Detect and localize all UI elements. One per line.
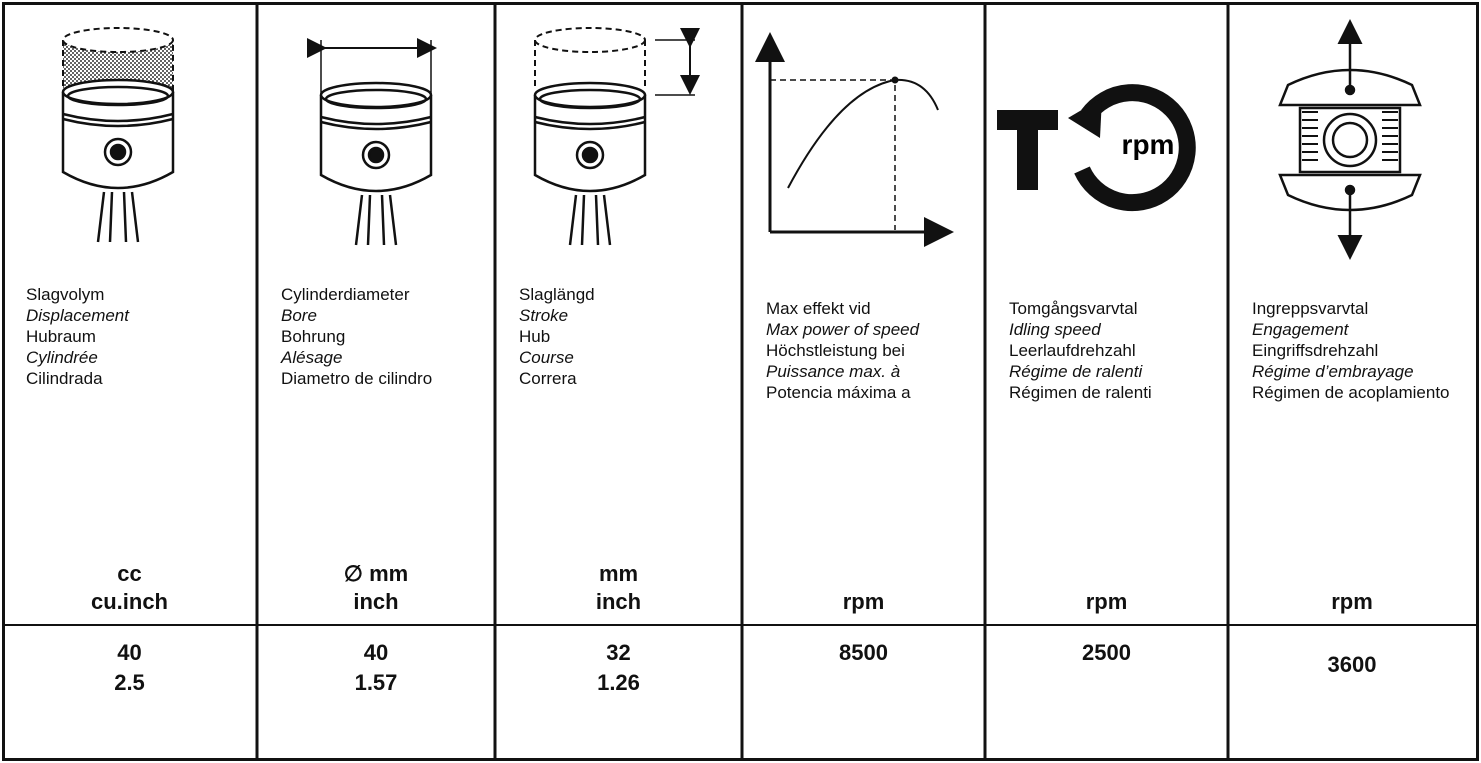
column-units: rpm: [985, 540, 1228, 616]
icon-stroke: [535, 28, 695, 245]
value-text: 1.57: [257, 668, 495, 698]
spec-table: rpm SlagvolymDisplacementHubraumCylindré…: [0, 0, 1481, 763]
label-line: Régimen de acoplamiento: [1252, 382, 1460, 403]
value-text: 2.5: [2, 668, 257, 698]
label-line: Slagvolym: [26, 284, 241, 305]
icon-bore: [321, 40, 433, 245]
icon-displacement: [63, 28, 173, 242]
label-line: Max effekt vid: [766, 298, 969, 319]
label-line: Cylinderdiameter: [281, 284, 479, 305]
label-line: Leerlaufdrehzahl: [1009, 340, 1212, 361]
unit-text: cc: [2, 560, 257, 588]
label-line: Alésage: [281, 347, 479, 368]
unit-text: inch: [495, 588, 742, 616]
value-text: 8500: [742, 638, 985, 668]
label-line: Idling speed: [1009, 319, 1212, 340]
label-line: Potencia máxima a: [766, 382, 969, 403]
value-text: 2500: [985, 638, 1228, 668]
unit-text: inch: [257, 588, 495, 616]
icon-power-curve: [770, 38, 948, 232]
unit-text: cu.inch: [2, 588, 257, 616]
column-values: 2500: [985, 638, 1228, 668]
label-line: Correra: [519, 368, 726, 389]
icon-text: rpm: [1122, 129, 1175, 160]
label-line: Hub: [519, 326, 726, 347]
label-line: Régime de ralenti: [1009, 361, 1212, 382]
label-line: Tomgångsvarvtal: [1009, 298, 1212, 319]
value-text: 32: [495, 638, 742, 668]
label-line: Stroke: [519, 305, 726, 326]
label-line: Ingreppsvarvtal: [1252, 298, 1460, 319]
label-line: Bohrung: [281, 326, 479, 347]
unit-text: rpm: [985, 588, 1228, 616]
label-line: Puissance max. à: [766, 361, 969, 382]
label-line: Slaglängd: [519, 284, 726, 305]
icon-idle: rpm: [997, 93, 1187, 203]
column-units: rpm: [1228, 540, 1476, 616]
value-text: 40: [2, 638, 257, 668]
label-line: Régimen de ralenti: [1009, 382, 1212, 403]
column-values: 3600: [1228, 650, 1476, 680]
value-text: 40: [257, 638, 495, 668]
label-line: Cylindrée: [26, 347, 241, 368]
label-line: Max power of speed: [766, 319, 969, 340]
unit-text: rpm: [1228, 588, 1476, 616]
label-line: Hubraum: [26, 326, 241, 347]
label-line: Displacement: [26, 305, 241, 326]
column-units: rpm: [742, 540, 985, 616]
label-line: Höchstleistung bei: [766, 340, 969, 361]
unit-text: mm: [495, 560, 742, 588]
label-line: Diametro de cilindro: [281, 368, 479, 389]
unit-text: ∅ mm: [257, 560, 495, 588]
value-text: 1.26: [495, 668, 742, 698]
column-values: 8500: [742, 638, 985, 668]
unit-text: rpm: [742, 588, 985, 616]
label-line: Bore: [281, 305, 479, 326]
label-line: Régime d’embrayage: [1252, 361, 1460, 382]
value-text: 3600: [1228, 650, 1476, 680]
label-line: Course: [519, 347, 726, 368]
label-line: Cilindrada: [26, 368, 241, 389]
label-line: Engagement: [1252, 319, 1460, 340]
label-line: Eingriffsdrehzahl: [1252, 340, 1460, 361]
icon-clutch: [1280, 24, 1420, 255]
